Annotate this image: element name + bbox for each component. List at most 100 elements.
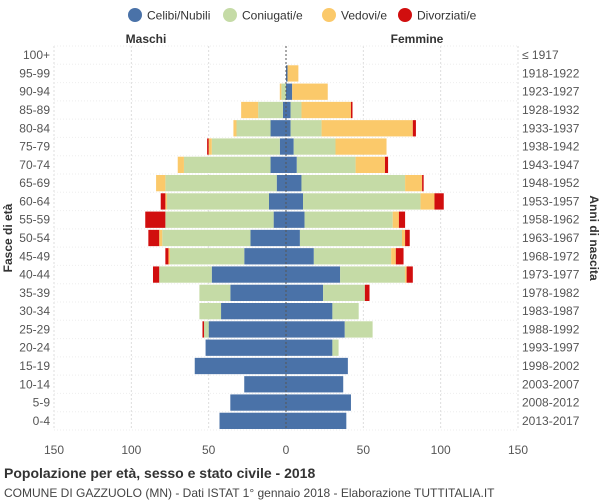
birth-label-16: 1993-1997 bbox=[522, 341, 580, 355]
bar-male-vedovi-50-54 bbox=[159, 229, 163, 247]
bar-female-vedove-70-74 bbox=[355, 156, 385, 173]
x-tick-label-0: 150 bbox=[44, 443, 64, 457]
bar-female-coniugate-45-49 bbox=[313, 248, 392, 265]
birth-label-5: 1938-1942 bbox=[522, 140, 580, 154]
bar-female-vedove-40-44 bbox=[405, 266, 407, 283]
bar-female-vedove-80-84 bbox=[321, 120, 413, 137]
bar-female-coniugate-25-29 bbox=[344, 321, 373, 338]
bar-male-celibi-60-64 bbox=[268, 193, 286, 210]
bar-female-coniugate-60-64 bbox=[303, 193, 421, 210]
bar-male-vedovi-75-79 bbox=[208, 138, 212, 155]
bar-female-coniugate-65-69 bbox=[301, 175, 406, 192]
bar-male-celibi-40-44 bbox=[211, 266, 286, 283]
bar-male-divorziati-60-64 bbox=[160, 193, 166, 210]
birth-label-2: 1923-1927 bbox=[522, 85, 580, 99]
birth-label-1: 1918-1922 bbox=[522, 66, 580, 80]
bar-male-vedovi-85-89 bbox=[241, 101, 259, 119]
bar-female-nubili-20-24 bbox=[286, 339, 333, 356]
birth-year-labels: ≤ 1917 1918-1922 1923-1927 1928-1932 1933-19… bbox=[522, 48, 580, 428]
bar-female-coniugate-30-34 bbox=[332, 303, 359, 320]
bar-female-coniugate-55-59 bbox=[304, 211, 393, 228]
age-label-18: 10-14 bbox=[19, 377, 50, 391]
bar-male-vedovi-70-74 bbox=[177, 156, 184, 173]
bar-female-divorziate-60-64 bbox=[434, 193, 444, 210]
bar-female-nubili-50-54 bbox=[286, 229, 300, 247]
bar-male-celibi-5-9 bbox=[230, 394, 286, 411]
y-axis-label-right: Anni di nascita bbox=[587, 195, 600, 281]
birth-label-18: 2003-2007 bbox=[522, 377, 580, 391]
birth-label-20: 2013-2017 bbox=[522, 414, 580, 428]
birth-label-10: 1963-1967 bbox=[522, 231, 580, 245]
chart-subtitle: COMUNE DI GAZZUOLO (MN) - Dati ISTAT 1° … bbox=[4, 486, 495, 500]
bar-female-divorziate-65-69 bbox=[422, 175, 424, 192]
bar-female-coniugate-35-39 bbox=[323, 284, 365, 301]
bar-male-celibi-10-14 bbox=[244, 376, 286, 393]
legend-label-vedovi: Vedovi/e bbox=[341, 9, 387, 23]
birth-label-15: 1988-1992 bbox=[522, 322, 580, 336]
bar-female-divorziate-55-59 bbox=[398, 211, 406, 228]
bar-male-coniugati-80-84 bbox=[236, 120, 271, 137]
age-label-19: 5-9 bbox=[33, 396, 51, 410]
age-label-5: 75-79 bbox=[19, 140, 50, 154]
birth-label-6: 1943-1947 bbox=[522, 158, 580, 172]
bar-female-nubili-45-49 bbox=[286, 248, 314, 265]
legend-label-celibi: Celibi/Nubili bbox=[147, 9, 210, 23]
bar-male-celibi-70-74 bbox=[270, 156, 286, 173]
bar-male-coniugati-40-44 bbox=[159, 266, 212, 283]
bar-male-coniugati-30-34 bbox=[199, 303, 222, 320]
bar-female-nubili-30-34 bbox=[286, 303, 333, 320]
age-label-11: 45-49 bbox=[19, 249, 50, 263]
age-label-16: 20-24 bbox=[19, 341, 50, 355]
bar-female-nubili-35-39 bbox=[286, 284, 324, 301]
bar-female-coniugate-20-24 bbox=[332, 339, 339, 356]
x-tick-label-2: 50 bbox=[202, 443, 216, 457]
bar-male-celibi-50-54 bbox=[250, 229, 286, 247]
birth-label-7: 1948-1952 bbox=[522, 176, 580, 190]
birth-label-19: 2008-2012 bbox=[522, 396, 580, 410]
bar-male-celibi-55-59 bbox=[273, 211, 286, 228]
bar-male-coniugati-85-89 bbox=[258, 101, 283, 119]
age-label-13: 35-39 bbox=[19, 286, 50, 300]
birth-label-17: 1998-2002 bbox=[522, 359, 580, 373]
bar-female-coniugate-85-89 bbox=[290, 101, 302, 119]
bar-female-nubili-25-29 bbox=[286, 321, 345, 338]
bar-female-divorziate-40-44 bbox=[406, 266, 413, 283]
x-tick-label-1: 100 bbox=[121, 443, 141, 457]
age-label-8: 60-64 bbox=[19, 194, 50, 208]
bar-female-nubili-70-74 bbox=[286, 156, 297, 173]
bar-male-divorziati-45-49 bbox=[165, 248, 169, 265]
bar-female-nubili-95-99 bbox=[286, 65, 288, 82]
legend-label-coniugati: Coniugati/e bbox=[242, 9, 303, 23]
bar-female-coniugate-70-74 bbox=[296, 156, 356, 173]
bar-male-divorziati-50-54 bbox=[148, 229, 160, 247]
birth-label-11: 1968-1972 bbox=[522, 249, 580, 263]
bar-female-divorziate-35-39 bbox=[364, 284, 370, 301]
bar-male-vedovi-90-94 bbox=[279, 83, 282, 100]
birth-label-4: 1933-1937 bbox=[522, 121, 580, 135]
bar-female-nubili-10-14 bbox=[286, 376, 344, 393]
age-label-1: 95-99 bbox=[19, 66, 50, 80]
bar-female-nubili-60-64 bbox=[286, 193, 304, 210]
bar-female-divorziate-50-54 bbox=[405, 229, 410, 247]
bar-male-coniugati-35-39 bbox=[199, 284, 231, 301]
bar-female-nubili-5-9 bbox=[286, 394, 351, 411]
bar-male-coniugati-55-59 bbox=[165, 211, 274, 228]
age-label-4: 80-84 bbox=[19, 121, 50, 135]
bar-female-coniugate-50-54 bbox=[299, 229, 402, 247]
x-tick-label-6: 150 bbox=[508, 443, 528, 457]
bar-male-celibi-15-19 bbox=[194, 357, 286, 375]
legend-label-divorziati: Divorziati/e bbox=[417, 9, 477, 23]
bar-female-vedove-50-54 bbox=[402, 229, 406, 247]
age-label-3: 85-89 bbox=[19, 103, 50, 117]
birth-label-12: 1973-1977 bbox=[522, 268, 580, 282]
bar-male-celibi-75-79 bbox=[279, 138, 286, 155]
birth-label-13: 1978-1982 bbox=[522, 286, 580, 300]
bar-male-coniugati-50-54 bbox=[162, 229, 251, 247]
bar-female-nubili-75-79 bbox=[286, 138, 294, 155]
bar-female-divorziate-70-74 bbox=[384, 156, 389, 173]
age-label-20: 0-4 bbox=[33, 414, 51, 428]
bar-female-nubili-0-4 bbox=[286, 412, 347, 429]
bar-male-coniugati-65-69 bbox=[165, 175, 277, 192]
bar-male-coniugati-90-94 bbox=[281, 83, 286, 100]
bar-female-vedove-75-79 bbox=[335, 138, 387, 155]
